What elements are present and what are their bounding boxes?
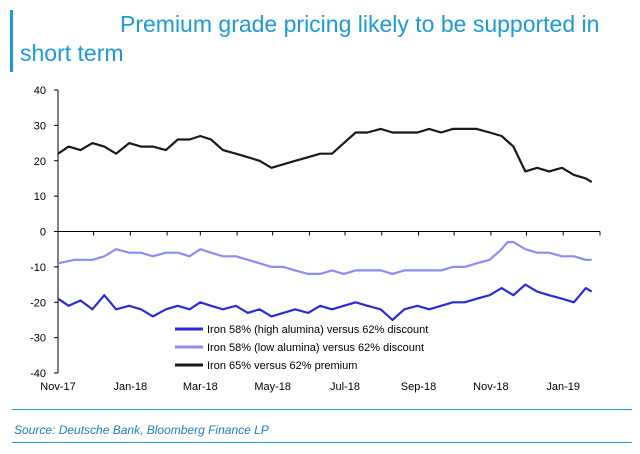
series-line-2 <box>57 241 592 275</box>
y-tick-label: 20 <box>34 156 46 168</box>
chart-title: Premium grade pricing likely to be suppo… <box>20 11 600 66</box>
y-tick-label: 40 <box>34 85 46 97</box>
series-line-3 <box>57 127 593 183</box>
y-tick-label: -10 <box>30 262 46 274</box>
x-tick-label: Nov-17 <box>40 381 75 393</box>
legend-label-2: Iron 58% (low alumina) versus 62% discou… <box>207 342 424 354</box>
y-tick-label: -30 <box>30 333 46 345</box>
x-tick-label: Jan-18 <box>114 381 148 393</box>
series-line-1 <box>57 283 593 321</box>
y-tick-label: -40 <box>30 368 46 380</box>
title-accent-bar <box>10 10 13 72</box>
y-tick-label: -20 <box>30 297 46 309</box>
legend-label-1: Iron 58% (high alumina) versus 62% disco… <box>207 324 428 336</box>
y-tick-label: 30 <box>34 120 46 132</box>
x-tick-label: May-18 <box>254 381 291 393</box>
x-tick-label: Sep-18 <box>401 381 436 393</box>
y-tick-label: 10 <box>34 191 46 203</box>
legend-label-3: Iron 65% versus 62% premium <box>207 360 357 372</box>
x-tick-label: Jul-18 <box>330 381 360 393</box>
source-bottom-rule <box>12 442 632 443</box>
x-tick-label: Mar-18 <box>183 381 218 393</box>
x-tick-label: Nov-18 <box>473 381 508 393</box>
source-top-rule <box>12 409 632 410</box>
y-tick-label: 0 <box>40 227 46 239</box>
source-note: Source: Deutsche Bank, Bloomberg Finance… <box>14 423 269 437</box>
x-tick-label: Jan-19 <box>546 381 580 393</box>
